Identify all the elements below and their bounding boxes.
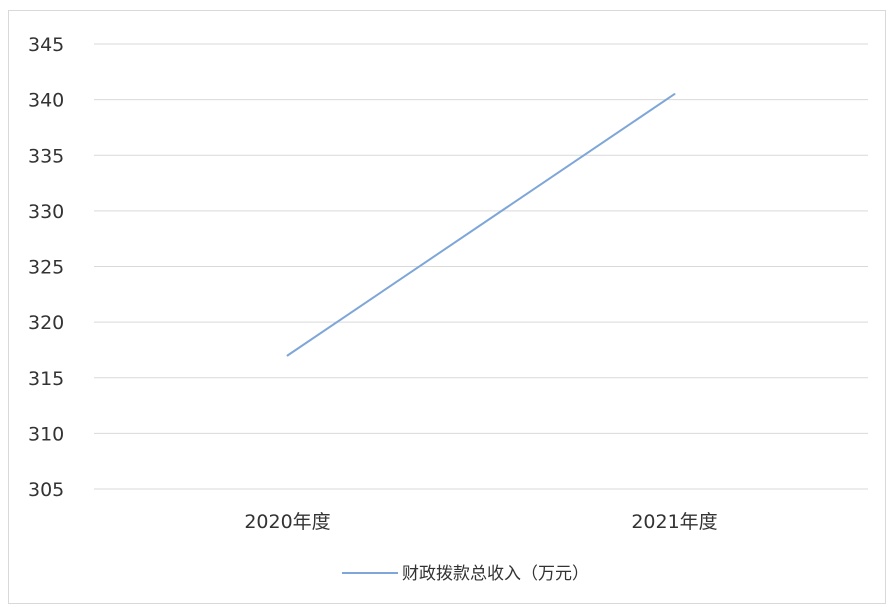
series-lines bbox=[286, 93, 676, 357]
x-tick-label: 2020年度 bbox=[244, 511, 330, 533]
data-point bbox=[286, 354, 289, 357]
gridlines bbox=[94, 43, 868, 490]
y-tick-label: 320 bbox=[28, 312, 64, 334]
y-tick-label: 305 bbox=[28, 479, 64, 501]
data-point bbox=[673, 93, 676, 96]
y-tick-label: 330 bbox=[28, 201, 64, 223]
y-tick-label: 345 bbox=[28, 34, 64, 56]
y-tick-label: 340 bbox=[28, 90, 64, 112]
y-tick-label: 310 bbox=[28, 423, 64, 445]
y-tick-label: 335 bbox=[28, 145, 64, 167]
legend: 财政拨款总收入（万元） bbox=[342, 564, 589, 584]
y-tick-label: 315 bbox=[28, 368, 64, 390]
y-tick-label: 325 bbox=[28, 257, 64, 279]
x-tick-label: 2021年度 bbox=[631, 511, 717, 533]
x-axis-tick-labels: 2020年度 2021年度 bbox=[244, 511, 717, 533]
chart-frame bbox=[8, 10, 886, 604]
series-line bbox=[286, 93, 676, 357]
y-axis-tick-labels: 305 310 315 320 325 330 335 340 345 bbox=[28, 34, 64, 501]
legend-label: 财政拨款总收入（万元） bbox=[402, 564, 589, 584]
